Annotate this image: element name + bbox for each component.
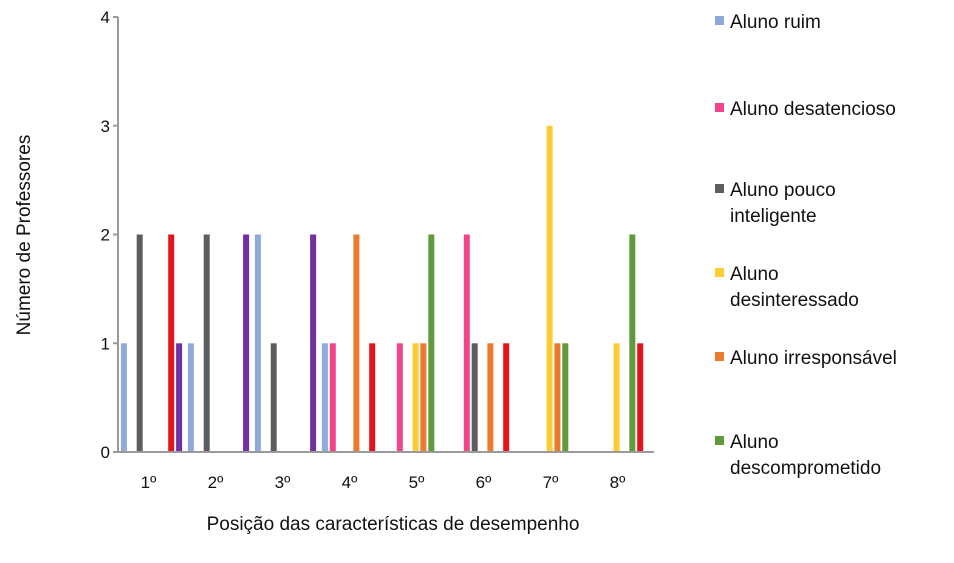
- bar: [203, 234, 210, 452]
- legend-swatch: [715, 184, 724, 193]
- x-tick-label: 4º: [342, 473, 358, 492]
- bar: [613, 343, 620, 453]
- legend-swatch: [715, 436, 724, 445]
- bar: [637, 343, 644, 453]
- bar: [120, 343, 127, 453]
- legend-item: Aluno ruim: [715, 10, 954, 36]
- y-axis-title: Número de Professores: [14, 135, 35, 336]
- bar: [168, 234, 175, 452]
- y-ticks-group: 0 1 2 3 4: [101, 8, 118, 462]
- legend-swatch: [715, 268, 724, 277]
- bars-group: [120, 125, 644, 453]
- bar: [310, 234, 317, 452]
- legend-item: Aluno desinteressado: [715, 262, 880, 314]
- legend-label: Aluno descomprometido: [730, 432, 882, 479]
- legend-label: Aluno desatencioso: [730, 99, 896, 120]
- bar: [270, 343, 277, 453]
- y-tick-label: 4: [101, 8, 110, 27]
- legend-label: Aluno pouco inteligente: [730, 180, 836, 227]
- legend-swatch: [715, 16, 724, 25]
- bar: [136, 234, 143, 452]
- chart-legend: Aluno ruim Aluno desatencioso Aluno pouco …: [715, 0, 954, 563]
- x-tick-label: 7º: [543, 473, 559, 492]
- bar: [353, 234, 360, 452]
- bar: [463, 234, 470, 452]
- y-tick-label: 0: [101, 443, 110, 462]
- bar: [428, 234, 435, 452]
- bar: [329, 343, 336, 453]
- bar: [176, 343, 183, 453]
- legend-label: Aluno irresponsável: [730, 348, 897, 369]
- bar: [243, 234, 250, 452]
- x-tick-label: 3º: [275, 473, 291, 492]
- legend-item: Aluno pouco inteligente: [715, 178, 880, 230]
- x-tick-label: 5º: [409, 473, 425, 492]
- bar: [369, 343, 376, 453]
- x-axis-title: Posição das características de desempenh…: [207, 514, 580, 535]
- bar: [412, 343, 419, 453]
- bar: [396, 343, 403, 453]
- legend-swatch: [715, 352, 724, 361]
- x-tick-label: 6º: [476, 473, 492, 492]
- x-tick-label: 8º: [610, 473, 626, 492]
- bar: [254, 234, 261, 452]
- legend-label: Aluno desinteressado: [730, 264, 859, 311]
- bar: [420, 343, 427, 453]
- bar: [562, 343, 569, 453]
- bar: [471, 343, 478, 453]
- x-ticks-group: 1º 2º 3º 4º 5º 6º 7º 8º: [141, 473, 626, 492]
- bar: [321, 343, 328, 453]
- legend-item: Aluno descomprometido: [715, 430, 882, 482]
- legend-item: Aluno irresponsável: [715, 346, 954, 372]
- bar: [487, 343, 494, 453]
- legend-item: Aluno desatencioso: [715, 97, 954, 123]
- x-tick-label: 1º: [141, 473, 157, 492]
- bar-chart: 0 1 2 3 4 1º 2º 3º 4º 5º 6º 7º 8º Número de Profess…: [14, 8, 654, 535]
- bar: [546, 125, 553, 453]
- x-tick-label: 2º: [208, 473, 224, 492]
- bar: [629, 234, 636, 452]
- bar: [554, 343, 561, 453]
- y-tick-label: 1: [101, 334, 110, 353]
- y-tick-label: 3: [101, 117, 110, 136]
- bar: [503, 343, 510, 453]
- legend-swatch: [715, 103, 724, 112]
- y-tick-label: 2: [101, 226, 110, 245]
- bar: [187, 343, 194, 453]
- legend-label: Aluno ruim: [730, 12, 821, 33]
